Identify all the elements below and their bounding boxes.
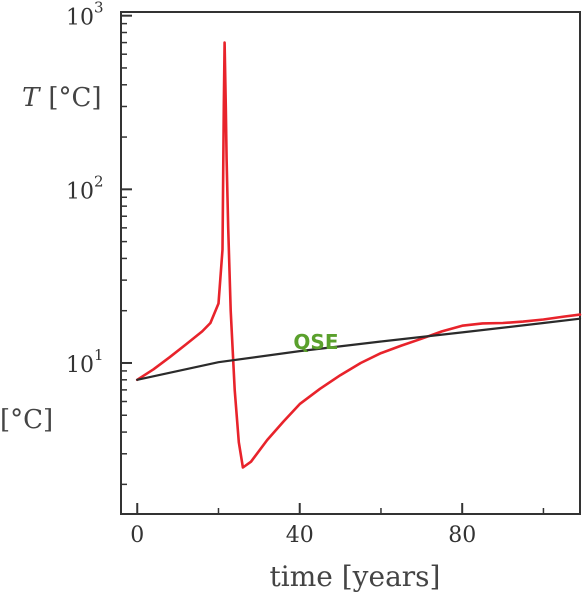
y-tick-label: 101 <box>66 346 104 378</box>
qse-annotation: QSE <box>293 330 338 354</box>
y-axis-title: T [°C] <box>22 83 102 113</box>
x-axis-title: time [years] <box>270 560 441 593</box>
left-clipped-label: [°C] <box>0 405 53 435</box>
series-layer <box>135 41 582 469</box>
x-tick-label: 40 <box>286 523 314 548</box>
y-axis-ticks: 101 102 103 <box>66 0 132 486</box>
y-tick-label: 103 <box>66 0 104 31</box>
y-tick-label: 102 <box>66 172 104 204</box>
y-axis-unit: [°C] <box>48 83 101 113</box>
temperature-line <box>135 41 582 469</box>
y-axis-variable: T <box>22 83 41 113</box>
x-tick-label: 80 <box>448 523 476 548</box>
qse-line <box>136 317 582 381</box>
x-tick-label: 0 <box>130 523 144 548</box>
x-axis-ticks: 0 40 80 <box>130 503 545 548</box>
plot-frame <box>120 11 581 515</box>
